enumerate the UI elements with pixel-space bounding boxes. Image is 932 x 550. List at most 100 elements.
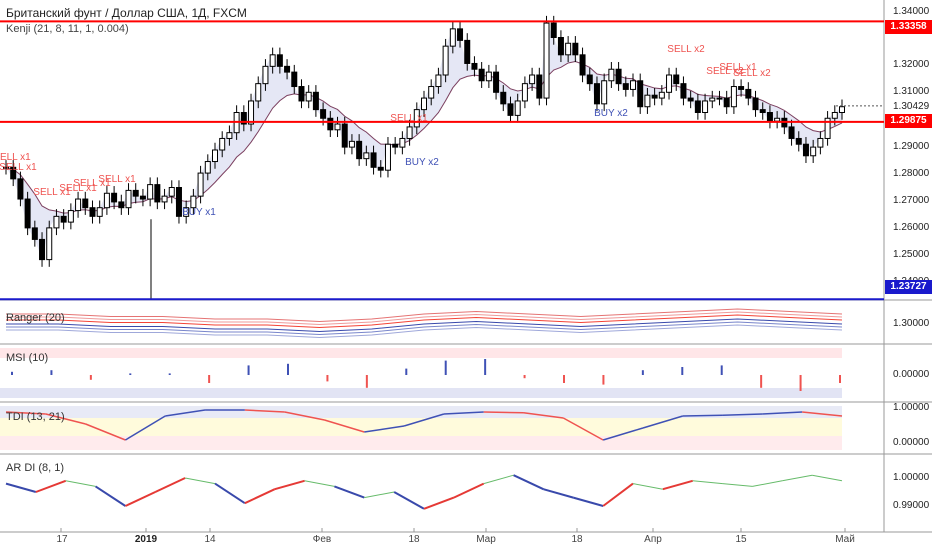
candle-body [601, 80, 608, 105]
ardi-line [214, 482, 246, 505]
candle-body [334, 123, 341, 131]
ardi-line [573, 496, 604, 507]
tdi-line [642, 415, 683, 429]
msi-bar [326, 375, 329, 382]
candle-body [723, 97, 730, 108]
msi-bar [208, 375, 211, 383]
msi-bar [484, 359, 487, 375]
candle-body [75, 198, 82, 212]
candle-body [644, 94, 651, 108]
signal-label: SELL x1 [0, 152, 31, 163]
signal-label: SELL x2 [667, 44, 705, 55]
candle-body [384, 143, 391, 171]
ardi-line [185, 477, 216, 485]
ranger-pane-label[interactable]: Ranger (20) [6, 312, 65, 324]
signal-label: SELL x1 [73, 178, 111, 189]
price-tick: 1.34000 [893, 6, 930, 17]
cloud-band [6, 23, 842, 260]
candle-body [774, 117, 781, 122]
candle-body [147, 184, 154, 200]
msi-pane-label[interactable]: MSI (10) [6, 352, 49, 364]
tdi-line [284, 411, 325, 421]
tdi-line [125, 415, 166, 441]
ardi-pane-label[interactable]: AR DI (8, 1) [6, 462, 65, 474]
signal-label: BUY x1 [182, 207, 216, 218]
candle-body [579, 54, 586, 76]
candle-body [67, 210, 74, 223]
ardi-line [244, 488, 276, 505]
candle-body [377, 166, 384, 171]
candle-body [139, 195, 146, 200]
ardi-line [483, 474, 514, 485]
candle-body [226, 132, 233, 139]
candle-body [471, 62, 478, 70]
tdi-line [562, 417, 604, 441]
ranger-line [6, 308, 843, 323]
candle-body [709, 97, 716, 102]
msi-bar [50, 370, 53, 375]
candle-body [449, 28, 456, 47]
tdi-line [682, 414, 723, 417]
candle-body [702, 100, 709, 114]
candle-body [817, 137, 824, 148]
candle-body [89, 207, 96, 217]
msi-bar [365, 375, 368, 388]
candle-body [457, 28, 464, 41]
candle-body [485, 71, 492, 82]
price-tick: 1.26000 [893, 222, 930, 233]
candle-body [399, 137, 406, 148]
tdi-pane-label[interactable]: TDI (13, 21) [6, 411, 65, 423]
x-tick: 14 [204, 534, 216, 545]
candle-body [212, 149, 218, 163]
candle-body [240, 112, 247, 125]
ranger-tick: 1.30000 [893, 318, 930, 329]
candle-body [24, 198, 31, 229]
candle-body [738, 86, 745, 90]
candle-body [810, 146, 817, 157]
candle-body [168, 187, 175, 197]
signal-label: BUY x2 [405, 157, 439, 168]
candle-body [543, 22, 550, 99]
candle-body [111, 192, 118, 203]
candle-body [312, 91, 319, 111]
chart-title: Британский фунт / Доллар США, 1Д, FXCM [6, 6, 247, 20]
candle-body [392, 143, 399, 148]
candle-body [680, 83, 687, 99]
candle-body [514, 100, 521, 116]
x-tick: Фев [312, 534, 332, 545]
x-tick: 15 [735, 534, 747, 545]
candle-body [630, 80, 636, 90]
candle-body [572, 42, 579, 56]
signal-label: SELL x1 [98, 174, 136, 185]
ardi-tick: 0.99000 [893, 500, 930, 511]
candle-body [586, 74, 593, 85]
indicator-label[interactable]: Kenji (21, 8, 11, 1, 0.004) [6, 23, 129, 35]
price-level-tag-lower: 1.23727 [885, 280, 932, 294]
x-tick: Апр [644, 534, 662, 545]
candle-body [298, 86, 305, 102]
x-tick: Мар [476, 534, 496, 545]
msi-bar [523, 375, 526, 379]
candle-body [10, 166, 17, 180]
signal-label: SELL x1 [719, 62, 757, 73]
candle-body [622, 83, 629, 90]
msi-bar [799, 375, 802, 391]
signal-label: SELL x2 [706, 66, 744, 77]
ardi-line [154, 477, 186, 493]
price-tick: 1.32000 [893, 59, 930, 70]
candle-body [766, 112, 773, 122]
ardi-line [513, 474, 544, 491]
candle-body [219, 137, 226, 151]
tdi-line [45, 413, 86, 425]
tdi-line [802, 411, 843, 417]
msi-bar [287, 363, 289, 375]
candle-body [730, 86, 737, 108]
candle-body [565, 42, 572, 56]
candle-body [694, 100, 701, 114]
ardi-line [543, 488, 574, 499]
candle-body [536, 74, 543, 99]
tdi-tick: 0.00000 [893, 437, 930, 448]
ardi-line [752, 480, 783, 487]
